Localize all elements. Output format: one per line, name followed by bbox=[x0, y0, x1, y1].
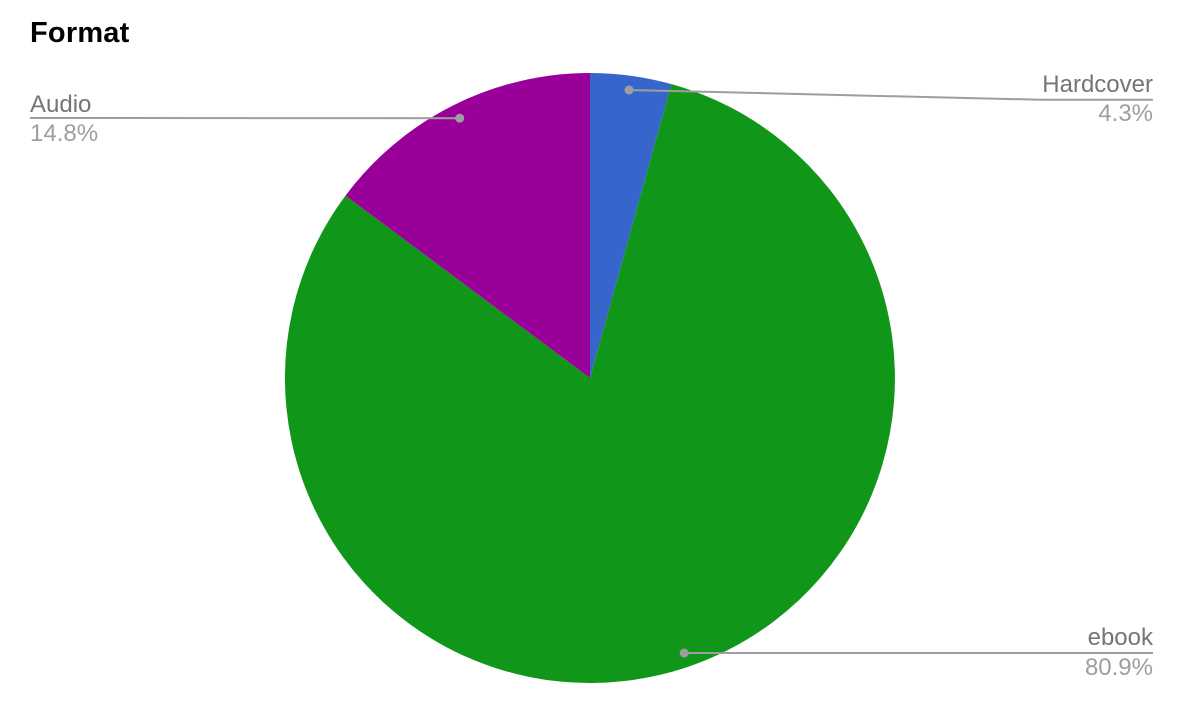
chart-title: Format bbox=[30, 17, 130, 49]
pie-slice-audio[interactable] bbox=[345, 72, 591, 378]
slice-label-ebook: ebook bbox=[1087, 624, 1153, 651]
slice-label-hardcover: Hardcover bbox=[1042, 71, 1153, 98]
leader-dot-audio bbox=[455, 113, 465, 123]
slice-percent-hardcover: 4.3% bbox=[1098, 100, 1153, 127]
leader-dot-hardcover bbox=[624, 85, 634, 95]
pie-slice-ebook[interactable] bbox=[284, 84, 895, 684]
slice-percent-audio: 14.8% bbox=[30, 120, 99, 147]
leader-line-hardcover bbox=[629, 89, 1153, 101]
leader-dot-ebook bbox=[679, 648, 689, 658]
slice-percent-ebook: 80.9% bbox=[1084, 654, 1153, 681]
pie-slice-hardcover[interactable] bbox=[590, 73, 672, 378]
slice-label-audio: Audio bbox=[30, 91, 92, 118]
